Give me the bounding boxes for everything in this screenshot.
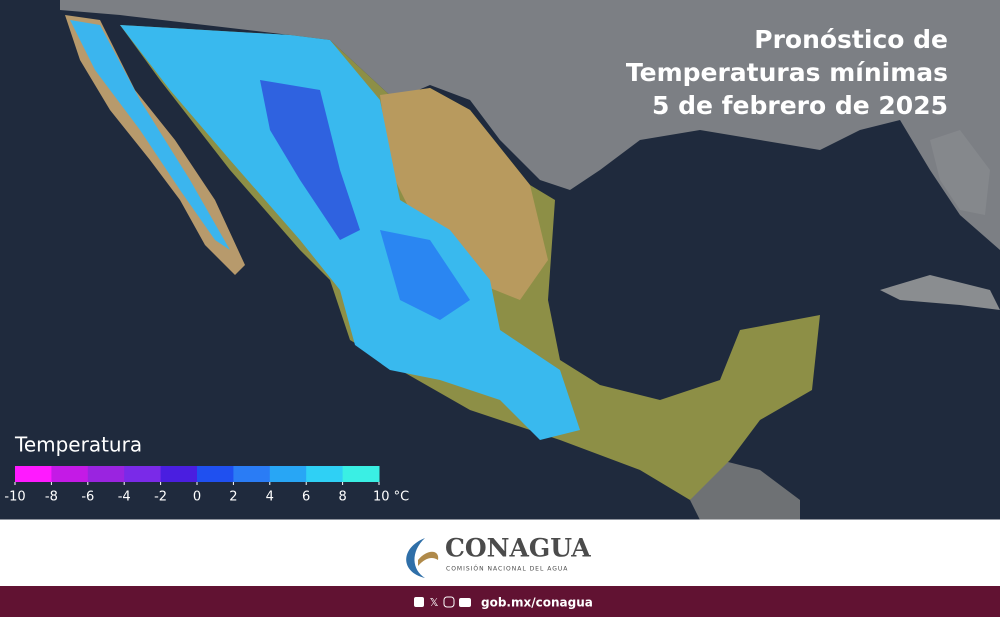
legend-tick-label: -6	[81, 490, 94, 505]
title-line: Temperaturas mínimas	[626, 58, 948, 87]
baja-cold-area	[70, 20, 230, 250]
legend-tick-label: -10	[4, 490, 25, 505]
footer-band	[0, 586, 1000, 617]
legend-tick-label: -8	[45, 490, 58, 505]
legend-title: Temperatura	[14, 433, 142, 457]
florida	[930, 130, 990, 215]
logo-icon	[406, 538, 425, 578]
instagram-icon[interactable]	[443, 596, 455, 608]
central-america	[690, 460, 800, 520]
legend-tick-label: 6	[302, 490, 310, 505]
legend-tick-label: 8	[338, 490, 346, 505]
legend-swatch	[269, 466, 307, 482]
logo-subtitle: COMISIÓN NACIONAL DEL AGUA	[446, 566, 568, 573]
legend-swatch	[197, 466, 234, 482]
title-line: Pronóstico de	[754, 25, 948, 54]
legend-swatch	[87, 466, 125, 482]
logo-name: CONAGUA	[445, 534, 591, 563]
x-icon[interactable]: 𝕏	[430, 596, 439, 609]
legend-tick-label: -4	[118, 490, 131, 505]
title-line: 5 de febrero de 2025	[652, 91, 948, 120]
legend: -10 -8 -6 -4 -2 0 2 4 6 8 10 °C	[4, 466, 409, 505]
legend-tick-label: 4	[266, 490, 274, 505]
legend-swatch	[51, 466, 89, 482]
legend-swatch	[342, 466, 380, 482]
logo-icon-bird	[418, 551, 439, 566]
facebook-icon[interactable]	[414, 597, 424, 607]
legend-swatch	[124, 466, 162, 482]
legend-swatch	[15, 466, 52, 482]
legend-tick-label: 10 °C	[373, 490, 409, 505]
us-land	[60, 0, 1000, 250]
central-cold-area	[380, 230, 470, 320]
legend-tick-label: -2	[154, 490, 167, 505]
legend-tick-label: 2	[229, 490, 237, 505]
northeast-dry	[380, 88, 548, 300]
legend-swatch	[160, 466, 198, 482]
footer-url[interactable]: gob.mx/conagua	[481, 596, 593, 610]
cuba	[880, 275, 1000, 310]
title: Pronóstico de Temperaturas mínimas 5 de fe…	[626, 25, 948, 120]
legend-swatch	[306, 466, 344, 482]
logo-band	[0, 520, 1000, 586]
legend-swatch	[233, 466, 271, 482]
legend-tick-label: 0	[193, 490, 201, 505]
coldest-area	[260, 80, 360, 240]
youtube-icon[interactable]	[459, 598, 471, 607]
